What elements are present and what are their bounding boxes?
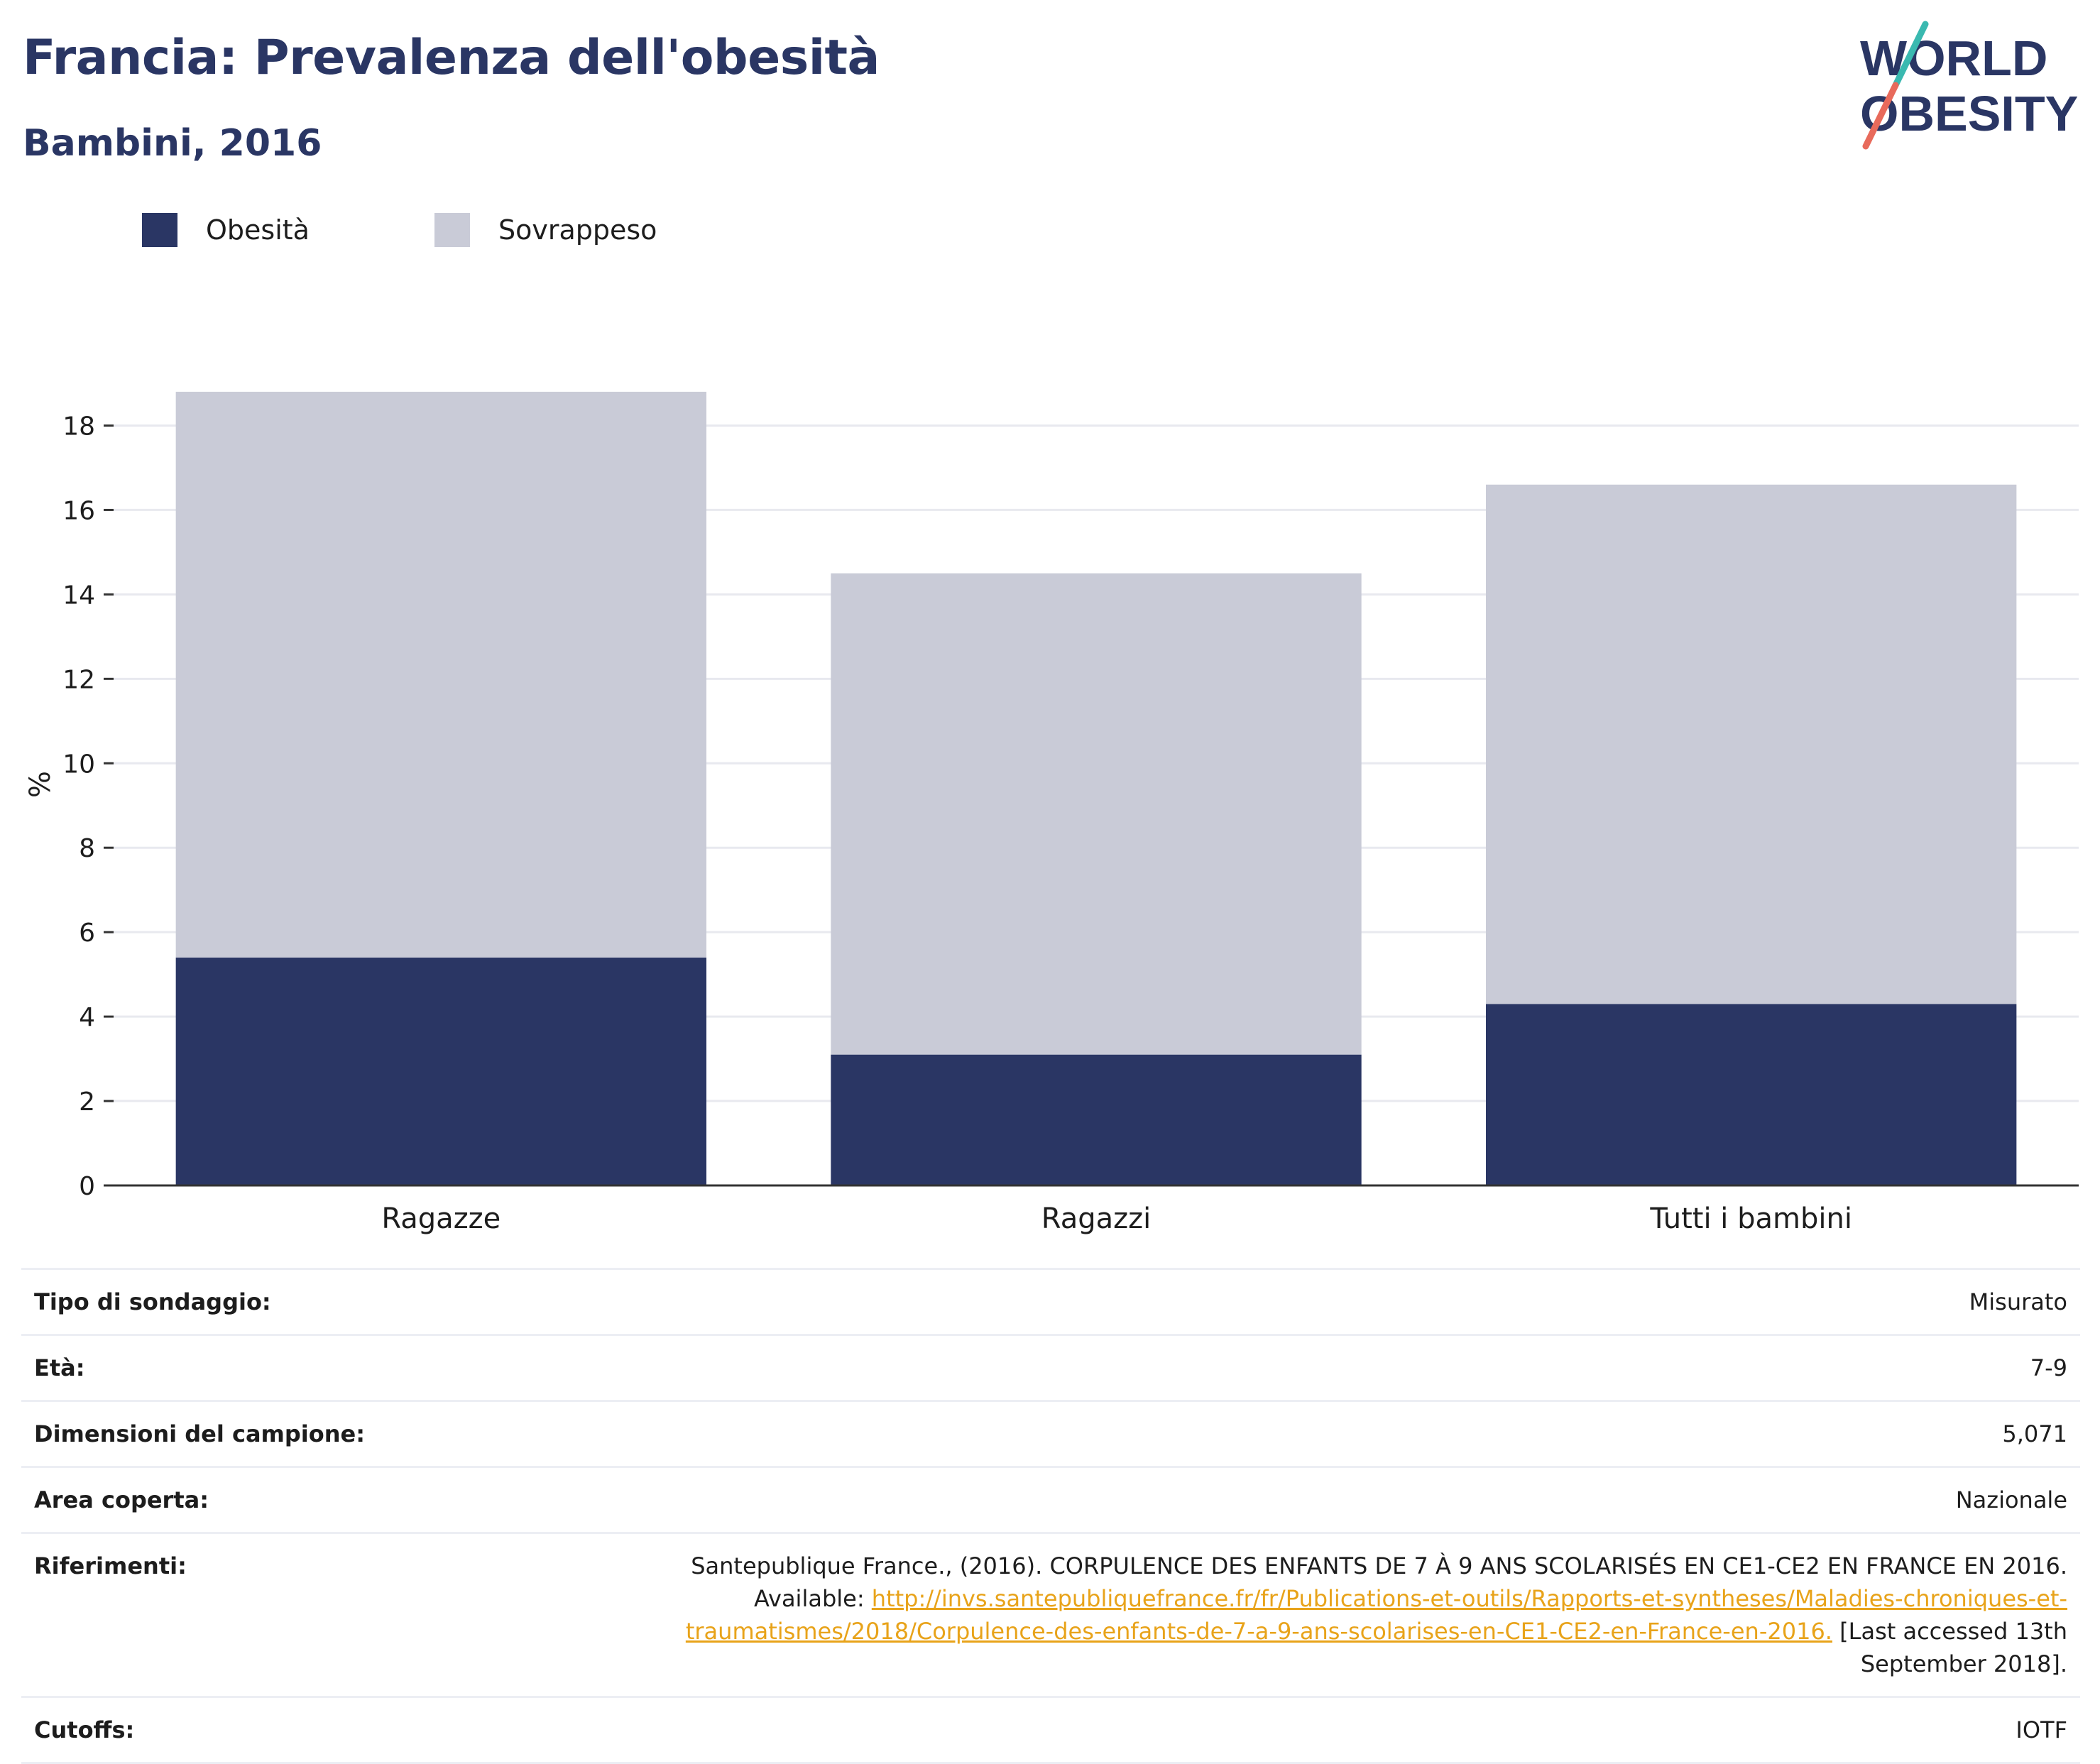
- chart-title: Francia: Prevalenza dell'obesità: [23, 30, 880, 86]
- logo-line-world: WORLD: [1860, 31, 2047, 86]
- cutoffs-label: Cutoffs:: [34, 1716, 135, 1743]
- reference-link-part2: traumatismes/2018/Corpulence-des-enfants…: [685, 1618, 1832, 1645]
- cutoffs-value: IOTF: [2016, 1716, 2067, 1743]
- info-row-cutoffs: Cutoffs: IOTF: [21, 1697, 2080, 1763]
- references-label: Riferimenti:: [34, 1552, 187, 1579]
- info-row-area: Area coperta: Nazionale: [21, 1467, 2080, 1533]
- y-tick-label: 12: [62, 665, 95, 694]
- bar-obesity-1: [831, 1054, 1362, 1185]
- logo-slash-top: [1892, 21, 1929, 89]
- survey-type-label: Tipo di sondaggio:: [34, 1288, 271, 1315]
- age-value: 7-9: [2030, 1354, 2067, 1381]
- info-row-references: Riferimenti: Santepublique France., (201…: [21, 1533, 2080, 1697]
- bar-overweight-2: [1485, 484, 2017, 1004]
- y-tick-label: 18: [62, 412, 95, 441]
- reference-accessed-part1: [Last accessed 13th: [1832, 1618, 2067, 1645]
- bars: [175, 391, 2017, 1185]
- legend-label-overweight: Sovrappeso: [498, 214, 657, 246]
- reference-link-part1: http://invs.santepubliquefrance.fr/fr/Pu…: [871, 1585, 2067, 1612]
- info-row-sample-size: Dimensioni del campione: 5,071: [21, 1401, 2080, 1467]
- y-tick-label: 8: [79, 834, 95, 863]
- x-tick-label: Tutti i bambini: [1649, 1203, 1852, 1235]
- age-label: Età:: [34, 1354, 85, 1381]
- logo-line-obesity: OBESITY: [1860, 86, 2078, 141]
- info-row-age: Età: 7-9: [21, 1335, 2080, 1401]
- sample-size-value: 5,071: [2002, 1420, 2067, 1447]
- legend-label-obesity: Obesità: [206, 214, 310, 246]
- reference-accessed-part2: September 2018].: [1860, 1650, 2067, 1677]
- reference-link[interactable]: http://invs.santepubliquefrance.fr/fr/Pu…: [686, 1585, 2067, 1645]
- axes: 0 2 4 6 8 10 12 14 16 18 Ragazze Ragazzi Tutti i bam…: [24, 412, 2079, 1235]
- bar-obesity-2: [1485, 1004, 2017, 1185]
- x-tick-label: Ragazze: [381, 1203, 501, 1235]
- area-value: Nazionale: [1955, 1486, 2067, 1513]
- area-label: Area coperta:: [34, 1486, 209, 1513]
- reference-available-prefix: Available:: [753, 1585, 872, 1612]
- bar-obesity-0: [175, 957, 707, 1185]
- survey-info-table: Tipo di sondaggio: Misurato Età: 7-9 Dim…: [21, 1268, 2080, 1764]
- y-tick-label: 2: [79, 1088, 95, 1117]
- logo-slash-bottom: [1862, 82, 1899, 150]
- info-row-survey-type: Tipo di sondaggio: Misurato: [21, 1269, 2080, 1335]
- references-value: Santepublique France., (2016). CORPULENC…: [416, 1533, 2080, 1697]
- y-tick-label: 14: [62, 581, 95, 610]
- y-tick-label: 6: [79, 919, 95, 948]
- sample-size-label: Dimensioni del campione:: [34, 1420, 366, 1447]
- world-obesity-logo: WORLD OBESITY: [1860, 21, 2078, 150]
- reference-citation: Santepublique France., (2016). CORPULENC…: [691, 1552, 2067, 1579]
- legend-item-overweight[interactable]: Sovrappeso: [434, 210, 657, 250]
- chart-subtitle: Bambini, 2016: [23, 122, 322, 165]
- legend-item-obesity[interactable]: Obesità: [142, 210, 310, 250]
- x-tick-label: Ragazzi: [1041, 1203, 1151, 1235]
- legend-swatch-obesity: [142, 213, 177, 247]
- y-tick-label: 16: [62, 496, 95, 525]
- survey-type-value: Misurato: [1969, 1288, 2067, 1315]
- y-tick-label: 0: [79, 1172, 95, 1201]
- y-tick-label: 4: [79, 1003, 95, 1032]
- y-axis-label: %: [24, 771, 57, 798]
- bar-overweight-1: [831, 573, 1362, 1055]
- bar-overweight-0: [175, 391, 707, 958]
- legend-swatch-overweight: [434, 213, 470, 247]
- y-tick-label: 10: [62, 750, 95, 779]
- stacked-bar-chart: 0 2 4 6 8 10 12 14 16 18 Ragazze Ragazzi Tutti i bam…: [24, 391, 2079, 1235]
